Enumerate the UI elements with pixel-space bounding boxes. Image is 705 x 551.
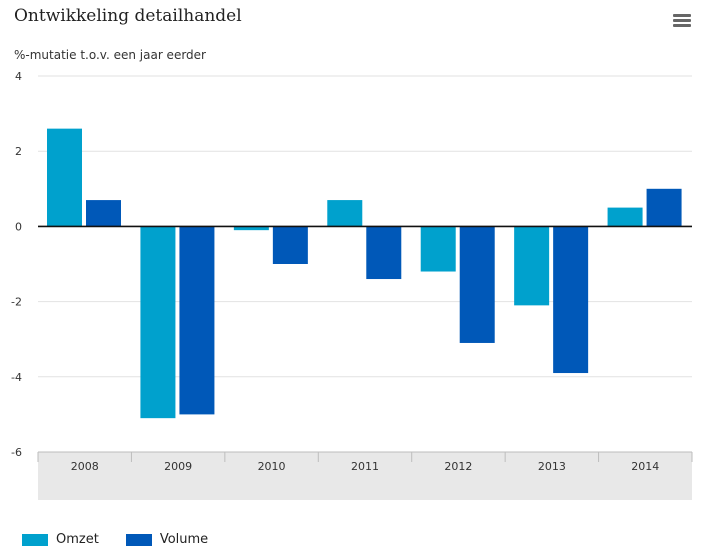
x-tick-label: 2011 [351,460,379,473]
x-tick-label: 2008 [71,460,99,473]
bar-omzet-2009 [140,226,176,419]
bar-omzet-2011 [327,200,363,227]
y-tick-label: -4 [11,371,22,384]
x-tick-label: 2012 [444,460,472,473]
y-tick-label: 0 [15,220,22,233]
hamburger-menu-icon[interactable] [673,14,691,28]
x-axis-band [38,452,692,500]
legend-swatch-omzet [22,533,48,546]
legend-label-volume: Volume [159,532,209,547]
bar-omzet-2014 [607,207,643,227]
y-tick-label: 2 [15,145,22,158]
bar-volume-2014 [646,188,682,227]
legend-label-omzet: Omzet [56,532,99,547]
bar-omzet-2008 [47,128,82,227]
x-tick-label: 2013 [538,460,566,473]
bar-volume-2008 [86,200,121,227]
bar-omzet-2012 [420,226,456,272]
legend: Omzet Volume [22,532,235,547]
y-tick-label: -2 [11,296,22,309]
bar-volume-2011 [366,226,402,280]
bar-volume-2010 [272,226,308,264]
legend-swatch-volume [125,533,152,546]
bar-volume-2013 [553,226,589,374]
bar-omzet-2013 [514,226,550,306]
chart-title: Ontwikkeling detailhandel [14,6,242,26]
legend-item-volume[interactable]: Volume [125,532,209,547]
bar-volume-2012 [459,226,495,343]
y-tick-label: 4 [15,70,22,83]
x-tick-label: 2014 [631,460,659,473]
y-tick-label: -6 [11,446,22,459]
y-axis-label: %-mutatie t.o.v. een jaar eerder [14,48,206,62]
x-tick-label: 2009 [164,460,192,473]
legend-item-omzet[interactable]: Omzet [22,532,99,547]
x-tick-label: 2010 [258,460,286,473]
bar-volume-2009 [179,226,215,415]
bar-omzet-2010 [233,226,269,231]
